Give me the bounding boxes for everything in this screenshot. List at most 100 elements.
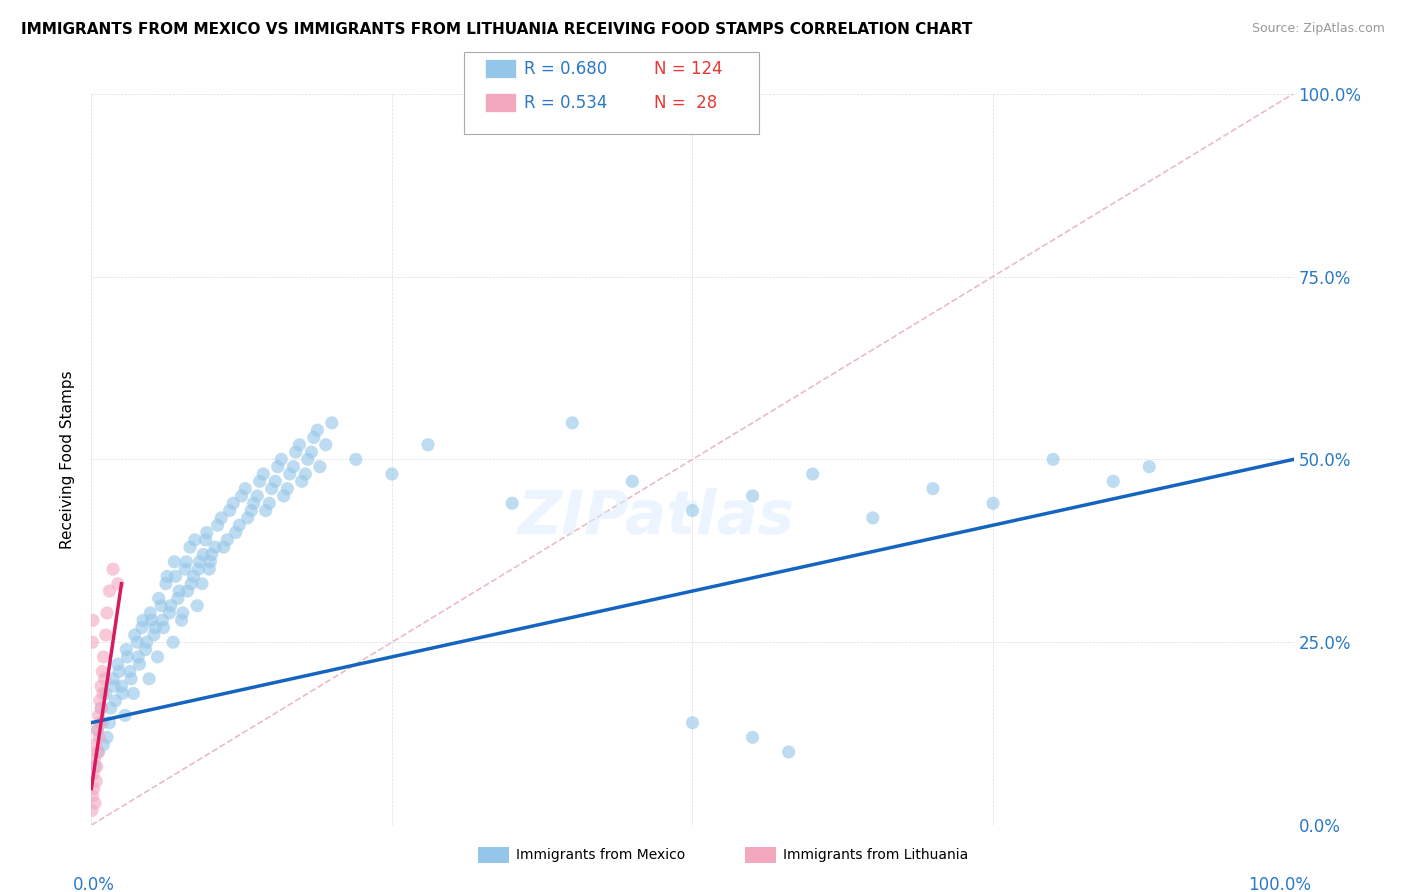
Point	[110, 679, 132, 693]
Point	[176, 555, 198, 569]
Point	[87, 745, 110, 759]
Point	[741, 489, 763, 503]
Point	[1102, 475, 1125, 489]
Point	[104, 694, 127, 708]
Text: IMMIGRANTS FROM MEXICO VS IMMIGRANTS FROM LITHUANIA RECEIVING FOOD STAMPS CORREL: IMMIGRANTS FROM MEXICO VS IMMIGRANTS FRO…	[21, 22, 973, 37]
Point	[198, 562, 221, 576]
Point	[209, 511, 232, 525]
Point	[778, 745, 800, 759]
Text: N = 124: N = 124	[654, 60, 723, 78]
Point	[146, 649, 169, 664]
Point	[87, 708, 110, 723]
Point	[163, 555, 186, 569]
Point	[93, 738, 115, 752]
Point	[139, 606, 162, 620]
Point	[84, 774, 107, 789]
Point	[87, 745, 110, 759]
Point	[94, 628, 117, 642]
Point	[96, 606, 118, 620]
Y-axis label: Receiving Food Stamps: Receiving Food Stamps	[60, 370, 76, 549]
Point	[231, 489, 253, 503]
Point	[91, 665, 114, 679]
Point	[128, 657, 150, 672]
Point	[299, 445, 322, 459]
Point	[179, 540, 201, 554]
Point	[862, 511, 884, 525]
Point	[259, 496, 281, 510]
Text: Immigrants from Lithuania: Immigrants from Lithuania	[783, 848, 969, 863]
Point	[191, 576, 214, 591]
Point	[135, 635, 157, 649]
Text: Source: ZipAtlas.com: Source: ZipAtlas.com	[1251, 22, 1385, 36]
Point	[167, 584, 190, 599]
Point	[114, 708, 136, 723]
Point	[89, 694, 111, 708]
Point	[159, 599, 181, 613]
Point	[681, 715, 703, 730]
Point	[103, 679, 125, 693]
Point	[108, 665, 131, 679]
Point	[86, 759, 108, 773]
Point	[86, 723, 108, 737]
Point	[217, 533, 239, 547]
Point	[278, 467, 301, 481]
Point	[124, 628, 146, 642]
Point	[127, 649, 149, 664]
Point	[125, 635, 148, 649]
Point	[100, 701, 122, 715]
Point	[195, 525, 218, 540]
Text: Immigrants from Mexico: Immigrants from Mexico	[516, 848, 685, 863]
Point	[193, 548, 215, 562]
Point	[148, 591, 170, 606]
Point	[188, 555, 211, 569]
Point	[132, 613, 155, 627]
Point	[276, 482, 298, 496]
Point	[134, 642, 156, 657]
Point	[200, 555, 222, 569]
Point	[155, 576, 177, 591]
Point	[89, 731, 111, 745]
Point	[172, 606, 194, 620]
Point	[138, 672, 160, 686]
Point	[284, 445, 307, 459]
Point	[159, 606, 181, 620]
Text: R = 0.680: R = 0.680	[524, 60, 607, 78]
Point	[240, 503, 263, 517]
Point	[96, 731, 118, 745]
Point	[167, 591, 190, 606]
Point	[93, 672, 115, 686]
Point	[681, 503, 703, 517]
Point	[107, 657, 129, 672]
Point	[267, 459, 290, 474]
Point	[115, 642, 138, 657]
Point	[180, 576, 202, 591]
Text: 0.0%: 0.0%	[73, 876, 115, 892]
Point	[90, 701, 112, 715]
Point	[297, 452, 319, 467]
Point	[111, 686, 134, 700]
Point	[252, 467, 274, 481]
Point	[120, 672, 142, 686]
Point	[170, 613, 193, 627]
Point	[82, 767, 104, 781]
Point	[107, 576, 129, 591]
Point	[741, 731, 763, 745]
Point	[131, 621, 153, 635]
Point	[273, 489, 295, 503]
Point	[82, 613, 104, 627]
Point	[117, 649, 139, 664]
Point	[187, 562, 209, 576]
Point	[156, 569, 179, 583]
Point	[307, 423, 329, 437]
Point	[416, 438, 439, 452]
Point	[236, 511, 259, 525]
Point	[94, 686, 117, 700]
Point	[142, 628, 165, 642]
Point	[98, 584, 121, 599]
Point	[801, 467, 824, 481]
Point	[981, 496, 1004, 510]
Point	[254, 503, 277, 517]
Point	[143, 621, 166, 635]
Point	[84, 796, 107, 810]
Point	[101, 672, 124, 686]
